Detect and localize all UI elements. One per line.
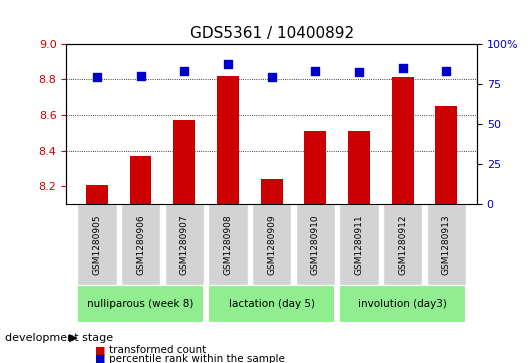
Text: GSM1280905: GSM1280905 xyxy=(92,214,101,275)
Text: GSM1280908: GSM1280908 xyxy=(224,214,233,275)
FancyBboxPatch shape xyxy=(427,204,466,285)
Point xyxy=(224,62,232,68)
Point xyxy=(442,68,450,74)
Text: percentile rank within the sample: percentile rank within the sample xyxy=(109,354,285,363)
Point xyxy=(267,74,276,80)
Bar xyxy=(304,131,326,204)
Text: involution (day3): involution (day3) xyxy=(358,299,447,309)
Text: ▶: ▶ xyxy=(69,333,77,343)
Text: GSM1280912: GSM1280912 xyxy=(398,214,407,274)
Text: GSM1280907: GSM1280907 xyxy=(180,214,189,275)
Text: nulliparous (week 8): nulliparous (week 8) xyxy=(87,299,194,309)
FancyBboxPatch shape xyxy=(339,204,378,285)
FancyBboxPatch shape xyxy=(77,204,117,285)
Text: GSM1280906: GSM1280906 xyxy=(136,214,145,275)
Point xyxy=(399,65,407,70)
Point xyxy=(136,73,145,79)
FancyBboxPatch shape xyxy=(121,204,160,285)
FancyBboxPatch shape xyxy=(208,204,248,285)
Bar xyxy=(392,77,413,204)
Text: GSM1280911: GSM1280911 xyxy=(355,214,364,275)
Point xyxy=(355,70,363,76)
Point xyxy=(180,68,189,74)
Text: ■: ■ xyxy=(95,345,106,355)
FancyBboxPatch shape xyxy=(77,285,204,323)
FancyBboxPatch shape xyxy=(252,204,292,285)
Bar xyxy=(130,156,152,204)
Text: transformed count: transformed count xyxy=(109,345,206,355)
Text: ■: ■ xyxy=(95,354,106,363)
FancyBboxPatch shape xyxy=(296,204,335,285)
Bar xyxy=(436,106,457,204)
Bar xyxy=(173,120,195,204)
Bar xyxy=(261,179,282,204)
Text: GSM1280910: GSM1280910 xyxy=(311,214,320,275)
Text: GSM1280913: GSM1280913 xyxy=(442,214,451,275)
Bar xyxy=(217,76,239,204)
Text: development stage: development stage xyxy=(5,333,113,343)
Text: GSM1280909: GSM1280909 xyxy=(267,214,276,275)
FancyBboxPatch shape xyxy=(165,204,204,285)
FancyBboxPatch shape xyxy=(383,204,422,285)
Bar xyxy=(86,184,108,204)
Text: lactation (day 5): lactation (day 5) xyxy=(228,299,315,309)
Bar xyxy=(348,131,370,204)
FancyBboxPatch shape xyxy=(208,285,335,323)
Title: GDS5361 / 10400892: GDS5361 / 10400892 xyxy=(190,26,354,41)
Point xyxy=(311,68,320,74)
FancyBboxPatch shape xyxy=(339,285,466,323)
Point xyxy=(93,74,101,80)
